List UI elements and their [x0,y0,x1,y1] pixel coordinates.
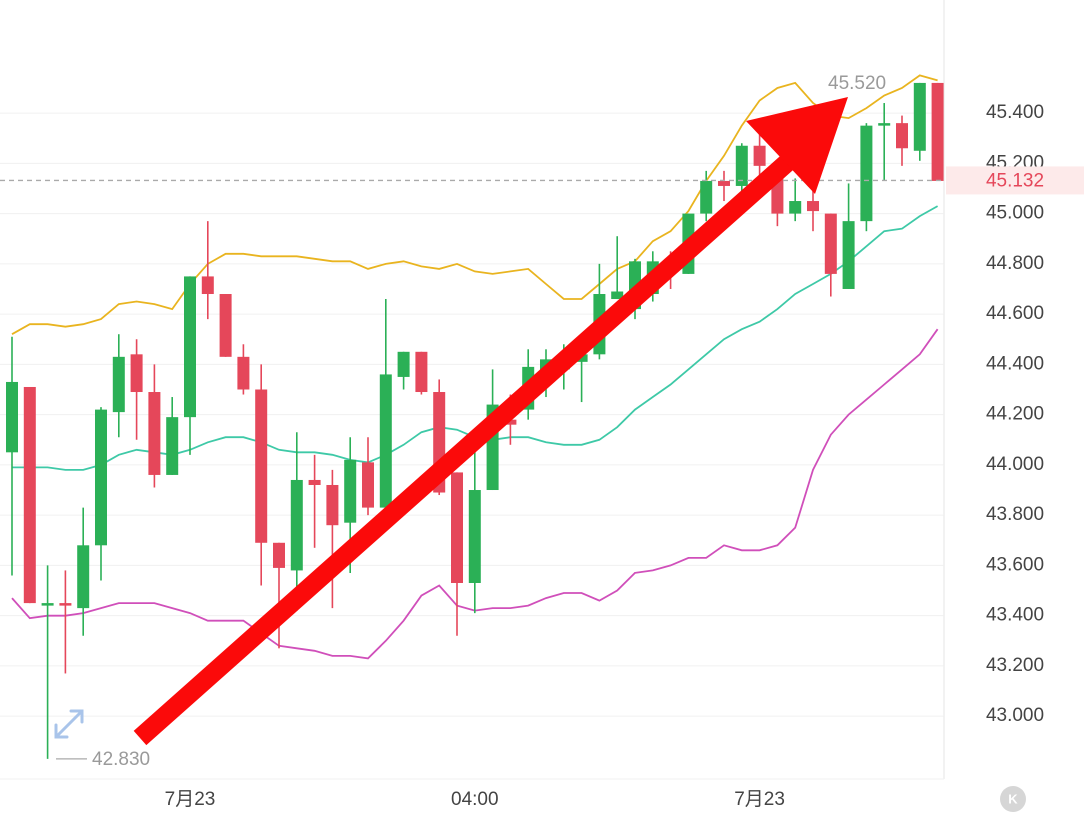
arrow-shaft [133,152,797,746]
candle-body [611,291,624,300]
candle-body [362,462,374,508]
candle-body [468,490,481,583]
candle-body [931,82,944,181]
y-tick-label: 43.800 [986,504,1044,525]
candle-body [184,276,196,418]
candle-body [326,484,339,526]
candle-body [753,145,766,166]
candle-body [860,125,873,222]
y-tick-label: 45.400 [986,102,1044,123]
y-tick-label: 43.400 [986,605,1044,626]
candle-body [166,417,179,475]
candle-body [344,459,357,523]
candle-body [735,145,748,186]
last-price-label: 45.132 [986,170,1044,191]
y-tick-label: 44.800 [986,253,1044,274]
candle-body [219,294,232,357]
y-tick-label: 44.000 [986,454,1044,475]
last-price-box [946,166,1084,195]
candle-body [379,374,392,508]
high-label: 45.520 [828,73,886,94]
x-tick-label: 04:00 [451,789,499,810]
candle-body [771,178,784,214]
expand-icon[interactable] [54,709,84,739]
candle-body [6,381,18,453]
candle-body [789,201,802,214]
candle-body [504,419,517,425]
y-tick-label: 43.600 [986,554,1044,575]
candle-body [415,351,428,393]
y-tick-label: 45.000 [986,203,1044,224]
x-tick-label: 7月23 [734,789,785,810]
y-tick-label: 44.200 [986,404,1044,425]
candle-body [201,276,214,295]
x-tick-label: 7月23 [165,789,216,810]
arrow-head [746,97,848,194]
candle-body [842,221,855,289]
candle-body [130,354,143,393]
candle-body [112,356,125,413]
y-tick-label: 43.200 [986,655,1044,676]
band-line [11,74,938,335]
candle-body [878,123,891,126]
candle-body [824,213,837,274]
candle-body [255,389,268,543]
candle-body [237,356,250,390]
candle-body [451,472,463,583]
y-tick-label: 43.000 [986,705,1044,726]
candle-body [913,82,926,151]
y-tick-label: 44.600 [986,303,1044,324]
y-tick-label: 44.400 [986,353,1044,374]
candle-body [308,479,321,485]
candle-body [397,351,410,377]
candle-body [59,603,72,606]
candle-body [718,180,730,186]
candle-body [896,123,908,149]
candle-body [290,479,303,571]
candle-body [807,201,819,212]
candle-body [23,386,36,604]
candle-body [95,409,107,546]
candle-body [148,392,161,475]
candle-body [273,542,285,568]
plot-layer: 7月23 04:00 7月23 45.520 42.830 [0,73,944,810]
candle-body [41,603,54,606]
candle-body [77,545,90,609]
candle-body [575,354,588,362]
candle-body [700,180,713,214]
k-button[interactable] [1000,786,1026,812]
k-button-icon[interactable]: K [1008,791,1018,806]
low-label: 42.830 [92,749,150,770]
